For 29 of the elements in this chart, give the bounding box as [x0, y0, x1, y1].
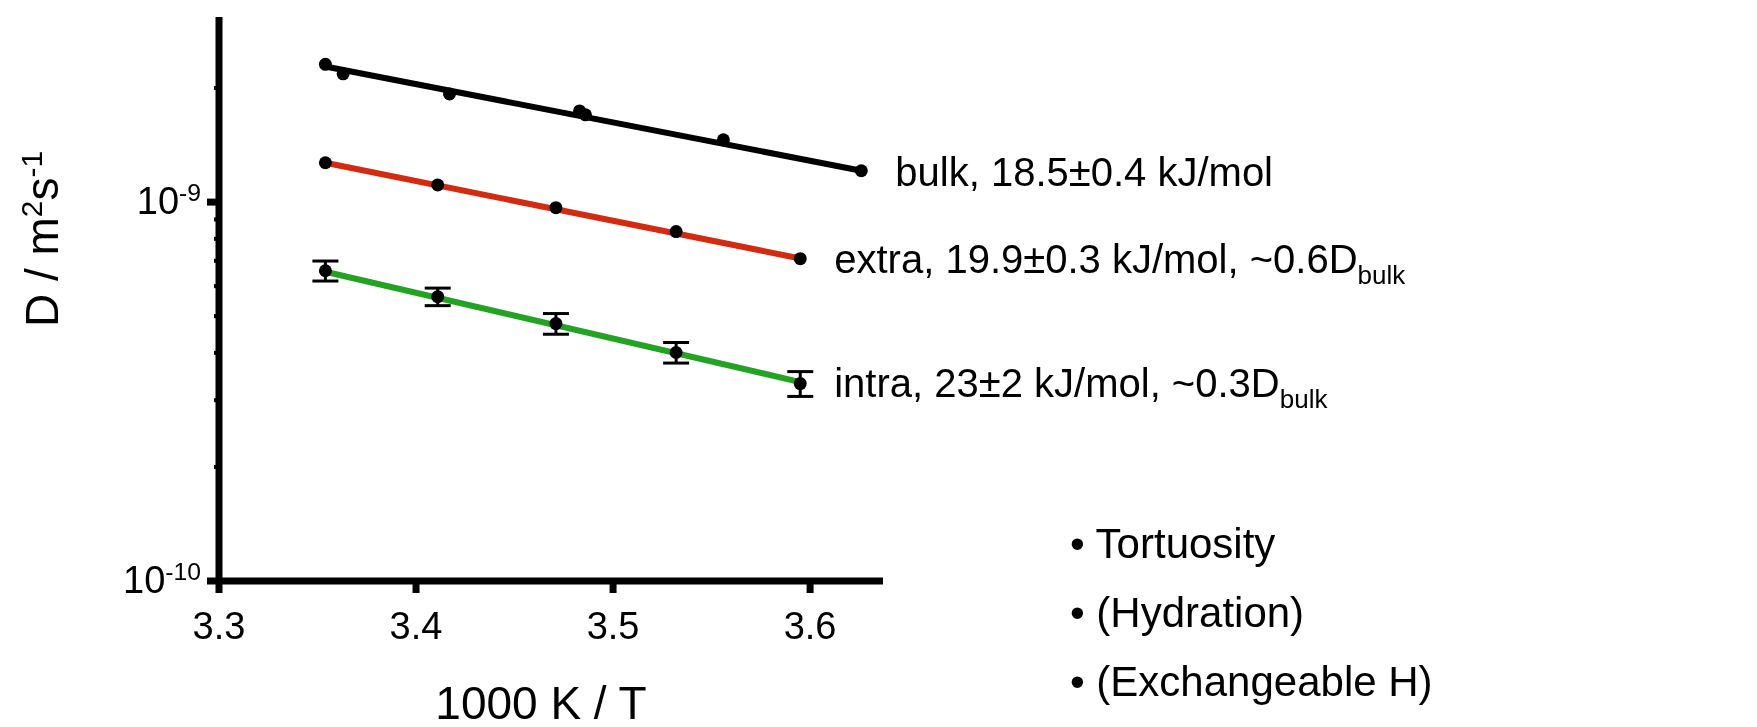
x-tick-label: 3.3 — [192, 605, 246, 647]
x-tick-label: 3.4 — [389, 605, 443, 647]
point — [336, 67, 350, 81]
x-axis-title: 1000 K / T — [435, 677, 647, 727]
point — [318, 156, 332, 170]
text: • Tortuosity — [1070, 520, 1276, 567]
point — [549, 201, 563, 215]
point — [669, 225, 683, 239]
point — [431, 290, 445, 304]
point — [793, 252, 807, 266]
series-label: bulk, 18.5±0.4 kJ/mol — [895, 149, 1274, 194]
point — [549, 317, 563, 331]
series-label: intra, 23±2 kJ/mol, ~0.3D$_{bulk}$ — [834, 360, 1329, 414]
point — [318, 264, 332, 278]
y-tick-label: 10$^{-9}$ — [136, 178, 201, 223]
point — [793, 377, 807, 391]
point — [443, 87, 457, 101]
point — [854, 164, 868, 178]
x-tick-label: 3.5 — [586, 605, 640, 647]
y-tick-label: 10$^{-10}$ — [123, 557, 201, 601]
series-label: extra, 19.9±0.3 kJ/mol, ~0.6D$_{bulk}$ — [834, 237, 1407, 291]
point — [318, 57, 332, 71]
x-tick-label: 3.6 — [783, 605, 837, 647]
text: • (Exchangeable H) — [1070, 658, 1433, 705]
text: • (Hydration) — [1070, 589, 1305, 636]
point — [716, 133, 730, 147]
point — [669, 345, 683, 359]
point — [578, 108, 592, 122]
point — [431, 178, 445, 192]
